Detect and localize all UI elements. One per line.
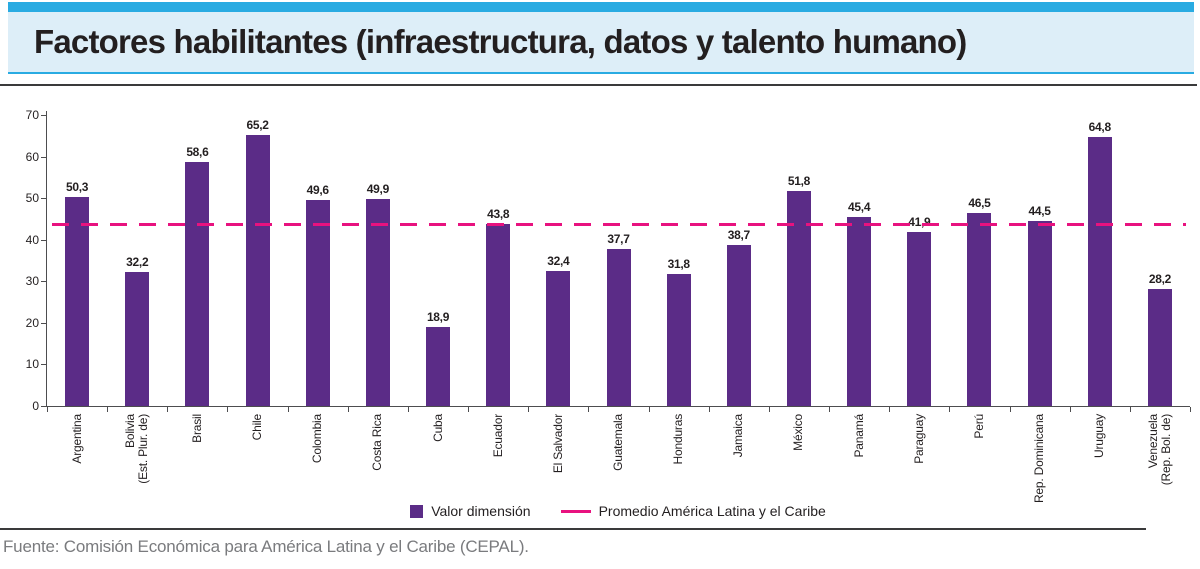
y-axis-tick [41,115,46,116]
bar-honduras [666,273,691,406]
x-axis-tick [1009,407,1011,412]
x-axis-tick [1129,407,1131,412]
bar-value-label: 64,8 [1088,119,1111,134]
x-axis-tick [528,407,530,412]
header-divider [0,84,1197,86]
y-axis-tick-label: 40 [25,232,39,247]
y-axis-tick [41,239,46,241]
bar-per [967,212,992,406]
bar-argentina [65,196,90,406]
x-axis-tick [949,407,951,412]
y-axis-tick-label: 70 [25,108,39,122]
bar-value-label: 37,7 [607,232,630,247]
bar-value-label: 45,4 [848,200,871,215]
bar-series-swatch-icon [410,504,424,518]
bar-jamaica [726,245,751,406]
x-axis-tick [768,407,770,412]
bar-bolivia-est-plur-de [125,272,150,406]
footer-divider [0,528,1146,530]
bar-value-label: 43,8 [487,206,510,221]
x-axis-tick [468,407,470,412]
y-axis-tick [41,198,46,200]
page-title: Factores habilitantes (infraestructura, … [34,23,967,60]
bar-uruguay [1087,136,1112,406]
x-axis-tick [47,407,48,412]
x-axis-tick [648,407,650,412]
bar-value-label: 31,8 [667,256,690,271]
x-axis-tick [588,407,590,412]
x-axis-tick [407,407,409,412]
bar-value-label: 32,2 [126,255,149,270]
bar-venezuela-rep-bol-de [1147,288,1172,406]
y-axis-tick-label: 60 [25,149,39,164]
x-axis-tick [1190,407,1191,412]
average-dashed-line [52,222,1186,226]
bar-panam [847,217,872,406]
bar-value-label: 51,8 [787,173,811,188]
y-axis-tick [41,156,46,158]
bar-ecuador [486,223,511,406]
x-axis-tick [227,407,229,412]
y-axis-tick-label: 10 [25,357,39,372]
y-axis-tick [41,364,46,366]
x-axis-tick [287,407,289,412]
x-axis-tick [107,407,109,412]
bar-value-label: 49,9 [366,181,389,196]
bar-colombia [305,199,330,406]
y-axis-tick [41,322,46,324]
legend-item-valor-dimension: Valor dimensión [410,503,531,519]
y-axis-tick-label: 20 [25,315,39,330]
bar-value-label: 41,9 [908,214,931,229]
x-axis-tick [1069,407,1071,412]
bar-cuba [426,327,451,406]
bar-m-xico [786,190,811,406]
x-axis-tick [889,407,891,412]
top-accent-bar [8,2,1194,12]
bar-chile [245,134,270,406]
bar-value-label: 32,4 [547,254,570,269]
bar-value-label: 49,6 [306,182,329,197]
source-note: Fuente: Comisión Económica para América … [3,537,529,556]
chart-header: Factores habilitantes (infraestructura, … [8,12,1194,74]
x-axis-tick [829,407,831,412]
y-axis-line [46,111,47,407]
bar-rep-dominicana [1027,221,1052,406]
bar-costa-rica [365,198,390,406]
x-axis-line [46,406,1190,407]
average-line-swatch-icon [560,509,591,513]
bar-value-label: 46,5 [968,195,991,210]
y-axis-tick-label: 30 [25,274,39,289]
bar-value-label: 18,9 [426,310,450,325]
legend-label-promedio: Promedio América Latina y el Caribe [598,503,826,519]
bar-value-label: 50,3 [66,179,89,194]
bar-value-label: 28,2 [1148,271,1171,286]
legend-item-promedio: Promedio América Latina y el Caribe [560,503,826,519]
bar-guatemala [606,249,631,406]
x-axis-tick [708,407,710,412]
chart-legend: Valor dimensión Promedio América Latina … [0,503,1200,519]
x-axis-tick [167,407,169,412]
y-axis-tick-label: 0 [32,399,39,413]
y-axis-tick [41,281,46,283]
bar-value-label: 38,7 [727,228,750,243]
bar-value-label: 65,2 [246,117,269,132]
y-axis-tick [41,406,46,407]
bar-el-salvador [546,271,571,406]
legend-label-valor-dimension: Valor dimensión [431,503,531,519]
bar-value-label: 58,6 [186,145,209,160]
bar-brasil [185,162,210,406]
y-axis-tick-label: 50 [25,191,39,206]
x-axis-tick [347,407,349,412]
bar-value-label: 44,5 [1028,204,1051,218]
bar-paraguay [907,231,932,406]
